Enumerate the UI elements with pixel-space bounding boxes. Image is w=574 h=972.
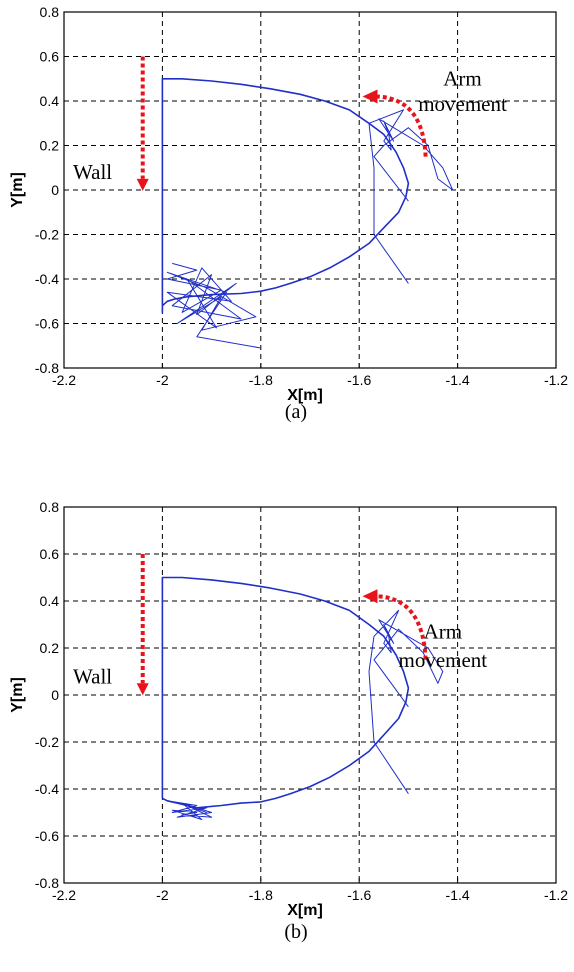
y-tick-label: -0.6 <box>35 316 59 332</box>
y-tick-label: -0.8 <box>35 875 59 891</box>
y-tick-label: 0 <box>51 182 59 198</box>
y-tick-label: -0.6 <box>35 828 59 844</box>
x-tick-label: -1.4 <box>446 372 470 388</box>
y-tick-label: 0.2 <box>40 640 60 656</box>
arm-movement-arrow-head <box>362 89 378 104</box>
y-tick-label: -0.4 <box>35 271 59 287</box>
panel-caption: (b) <box>284 921 307 943</box>
x-tick-label: -2 <box>156 372 169 388</box>
x-tick-label: -1.8 <box>249 372 273 388</box>
arm-movement-label-line1: Arm <box>424 620 463 644</box>
trajectory-series-2 <box>167 800 213 820</box>
y-tick-label: 0.8 <box>40 499 60 515</box>
y-tick-label: 0.8 <box>40 4 60 20</box>
trajectory-series-2 <box>166 262 261 349</box>
x-tick-label: -2.2 <box>52 372 76 388</box>
panel-a: -2.2 -2 -1.8 -1.6 -1.4 -1.2 -0.8 -0.6 -0.4 -0.2 0 0… <box>9 4 568 423</box>
y-tick-label: -0.2 <box>35 227 59 243</box>
arm-movement-arrow-shaft <box>377 94 428 157</box>
wall-label: Wall <box>73 160 112 184</box>
arm-movement-label-line2: movement <box>418 92 507 116</box>
y-axis-label: Y[m] <box>9 677 26 713</box>
wall-label: Wall <box>73 664 112 688</box>
x-tick-label: -1.4 <box>446 887 470 903</box>
x-tick-label: -1.6 <box>347 887 371 903</box>
trajectory-series-3 <box>368 609 444 794</box>
x-tick-label: -1.2 <box>544 372 568 388</box>
y-axis-label: Y[m] <box>9 172 26 208</box>
y-tick-label: 0.6 <box>40 49 60 65</box>
wall-arrow-head <box>136 683 149 696</box>
panel-caption: (a) <box>285 401 307 423</box>
x-axis-label: X[m] <box>287 387 323 404</box>
x-tick-label: -1.2 <box>544 887 568 903</box>
arm-movement-label-line2: movement <box>399 648 488 672</box>
y-tick-label: 0.4 <box>40 593 60 609</box>
y-tick-label: 0.6 <box>40 546 60 562</box>
trajectory-series-1 <box>161 78 410 314</box>
y-tick-label: 0.4 <box>40 93 60 109</box>
y-tick-label: 0.2 <box>40 138 60 154</box>
x-axis-label: X[m] <box>287 902 323 919</box>
x-tick-label: -1.6 <box>347 372 371 388</box>
wall-arrow-head <box>136 178 149 191</box>
arm-movement-arrow-shaft <box>377 594 428 660</box>
trajectory-series-1 <box>161 576 410 809</box>
x-tick-label: -2.2 <box>52 887 76 903</box>
panel-b: -2.2 -2 -1.8 -1.6 -1.4 -1.2 -0.8 -0.6 -0.4 -0.2 0 0… <box>9 499 568 943</box>
x-tick-label: -1.8 <box>249 887 273 903</box>
arm-movement-arrow-head <box>362 589 378 604</box>
y-tick-label: -0.8 <box>35 360 59 376</box>
x-tick-label: -2 <box>156 887 169 903</box>
y-tick-label: -0.4 <box>35 781 59 797</box>
y-tick-label: 0 <box>51 687 59 703</box>
arm-movement-label-line1: Arm <box>443 66 482 90</box>
trajectory-series-3 <box>368 109 454 284</box>
y-tick-label: -0.2 <box>35 734 59 750</box>
